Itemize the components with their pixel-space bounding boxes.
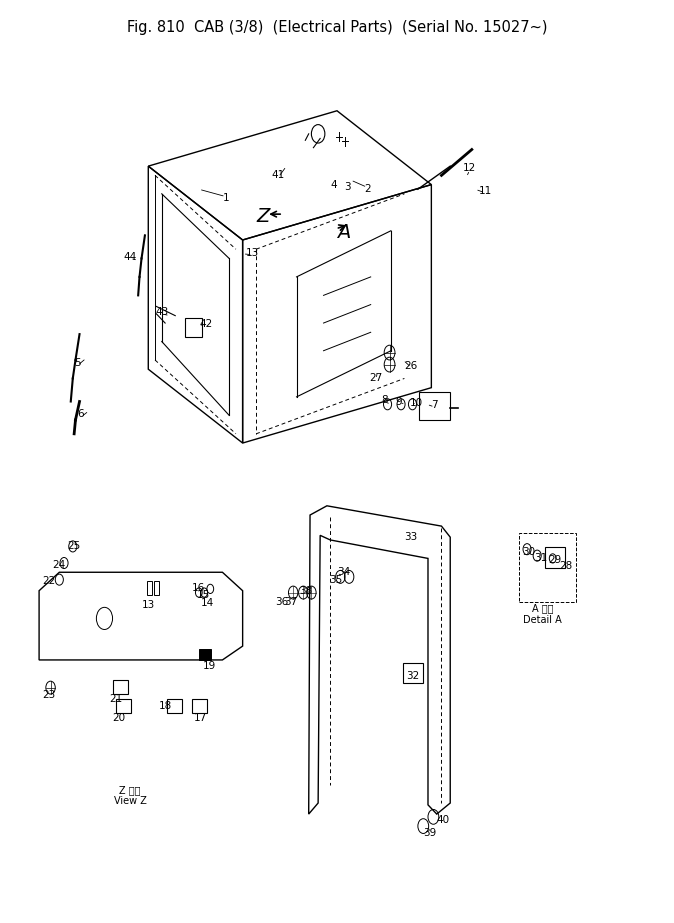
- Text: 16: 16: [192, 583, 206, 593]
- Text: 12: 12: [463, 163, 477, 173]
- Text: A 展開
Detail A: A 展開 Detail A: [523, 603, 562, 625]
- Bar: [147, 581, 152, 595]
- Text: 11: 11: [479, 186, 492, 196]
- Bar: [167, 699, 182, 713]
- Text: 24: 24: [53, 560, 66, 569]
- Text: 18: 18: [158, 701, 172, 711]
- Bar: [403, 663, 423, 683]
- Text: 27: 27: [369, 373, 383, 382]
- Bar: [113, 680, 128, 694]
- Text: 2: 2: [364, 185, 371, 194]
- Bar: [519, 533, 576, 602]
- Text: 32: 32: [406, 671, 419, 680]
- Text: 15: 15: [197, 591, 210, 600]
- Text: 26: 26: [404, 361, 418, 370]
- Text: 13: 13: [142, 600, 155, 609]
- Text: 44: 44: [123, 252, 137, 261]
- Text: 31: 31: [534, 554, 547, 563]
- Text: 22: 22: [42, 577, 55, 586]
- Text: 3: 3: [344, 183, 350, 192]
- Text: Z 展開
View Z: Z 展開 View Z: [114, 785, 146, 807]
- Text: 19: 19: [202, 662, 216, 671]
- Text: 17: 17: [194, 713, 208, 723]
- Text: 29: 29: [548, 556, 561, 565]
- Text: 35: 35: [329, 575, 342, 584]
- Text: 7: 7: [431, 401, 438, 410]
- Text: 37: 37: [284, 597, 298, 606]
- Text: 13: 13: [246, 248, 259, 258]
- Text: 36: 36: [275, 597, 288, 606]
- Text: 42: 42: [199, 319, 212, 329]
- Bar: [199, 649, 211, 660]
- Bar: [419, 392, 450, 420]
- Text: 39: 39: [423, 828, 436, 837]
- Bar: [545, 547, 565, 568]
- Text: 8: 8: [381, 395, 388, 404]
- Text: 30: 30: [522, 547, 536, 557]
- Text: Fig. 810  CAB (3/8)  (Electrical Parts)  (Serial No. 15027~): Fig. 810 CAB (3/8) (Electrical Parts) (S…: [127, 20, 547, 35]
- Text: 38: 38: [299, 586, 312, 595]
- Bar: [192, 699, 207, 713]
- Text: 6: 6: [78, 410, 84, 419]
- Text: 21: 21: [109, 694, 123, 703]
- Text: 9: 9: [396, 397, 402, 406]
- Bar: [185, 318, 202, 337]
- Text: 10: 10: [410, 399, 423, 408]
- Text: 14: 14: [201, 598, 214, 607]
- Text: A: A: [337, 223, 350, 242]
- Text: 1: 1: [222, 194, 229, 203]
- Text: 41: 41: [272, 171, 285, 180]
- Bar: [154, 581, 159, 595]
- Text: 20: 20: [113, 713, 126, 723]
- Bar: [116, 699, 131, 713]
- Text: 23: 23: [42, 690, 55, 700]
- Text: 25: 25: [67, 542, 81, 551]
- Text: 5: 5: [74, 358, 81, 367]
- Text: 34: 34: [337, 568, 350, 577]
- Text: 43: 43: [155, 307, 168, 317]
- Text: 33: 33: [404, 533, 418, 542]
- Text: 4: 4: [330, 180, 337, 189]
- Text: 28: 28: [559, 561, 573, 570]
- Text: Z: Z: [256, 208, 270, 226]
- Text: 40: 40: [437, 815, 450, 824]
